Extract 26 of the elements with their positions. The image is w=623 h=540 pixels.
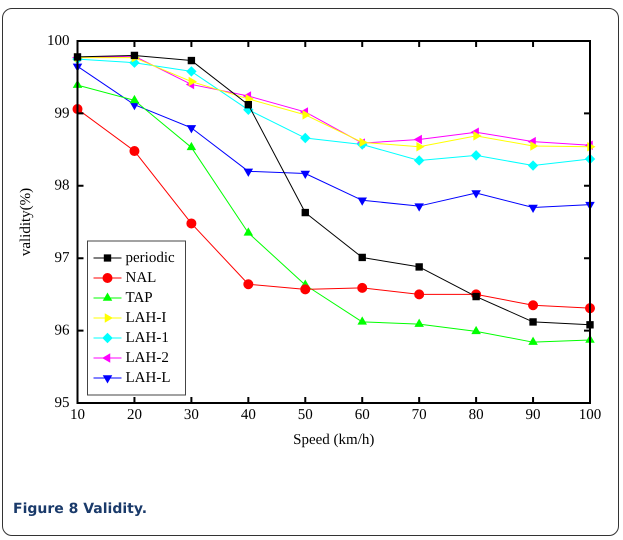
x-axis-title: Speed (km/h) [293, 432, 374, 448]
legend-label: LAH-2 [126, 350, 169, 366]
y-tick-label: 95 [54, 394, 70, 411]
caption: Figure 8 Validity. [13, 501, 148, 517]
x-tick-label: 70 [412, 406, 427, 423]
y-tick-label: 97 [54, 250, 70, 266]
y-tick-label: 98 [54, 178, 70, 194]
legend-label: LAH-L [126, 370, 170, 386]
x-tick-label: 50 [298, 406, 313, 423]
x-tick-label: 80 [468, 406, 484, 423]
y-axis-title: validity(%) [18, 188, 34, 256]
x-tick-label: 20 [126, 406, 142, 423]
x-tick-label: 90 [526, 406, 541, 423]
legend-label: LAH-1 [126, 330, 169, 346]
x-tick-label: 60 [354, 406, 370, 423]
legend-label: TAP [126, 290, 153, 306]
x-tick-label: 40 [240, 406, 256, 423]
x-tick-label: 100 [578, 406, 602, 423]
y-tick-label: 96 [54, 322, 70, 339]
x-tick-label: 10 [70, 406, 85, 423]
legend-label: LAH-I [126, 310, 166, 326]
legend-label: NAL [126, 270, 156, 286]
y-tick-label: 100 [47, 32, 70, 49]
y-tick-label: 99 [54, 105, 70, 122]
legend-label: periodic [126, 250, 175, 266]
x-tick-label: 30 [184, 406, 199, 423]
